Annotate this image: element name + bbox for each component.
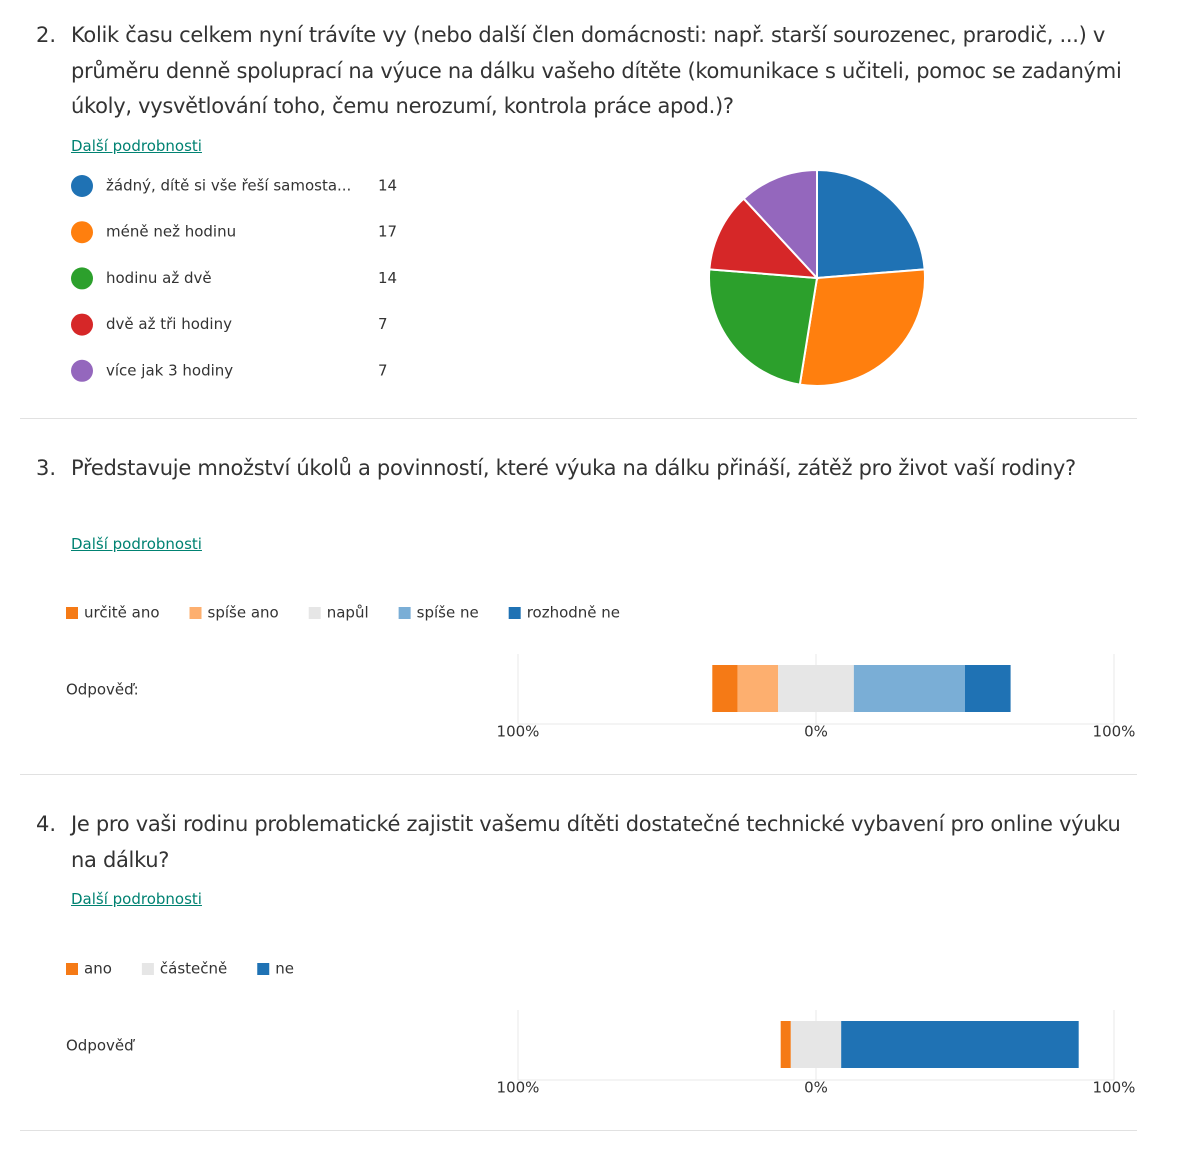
- question-title: Kolik času celkem nyní trávíte vy (nebo …: [71, 23, 1122, 118]
- legend-value: 17: [378, 223, 397, 241]
- bar-segment: [737, 665, 779, 712]
- x-tick-label: 100%: [1093, 723, 1136, 741]
- question-title: Je pro vaši rodinu problematické zajisti…: [71, 812, 1121, 872]
- question-title: Představuje množství úkolů a povinností,…: [71, 456, 1076, 480]
- legend-label: méně než hodinu: [106, 223, 236, 241]
- bar-segment: [841, 1021, 1079, 1068]
- legend-swatch: [189, 607, 202, 619]
- legend-marker: [71, 175, 93, 197]
- x-tick-label: 0%: [804, 723, 828, 741]
- separator: [20, 1130, 1137, 1131]
- legend-marker: [71, 313, 93, 336]
- bar-segment: [965, 665, 1011, 712]
- legend-marker: [71, 221, 93, 244]
- legend-label: napůl: [327, 604, 369, 622]
- pie-slice: [708, 268, 819, 386]
- legend-label: hodinu až dvě: [106, 269, 212, 287]
- separator: [20, 418, 1137, 419]
- legend-value: 14: [378, 177, 397, 195]
- question-number: 3.: [36, 456, 57, 480]
- x-tick-label: 100%: [497, 723, 540, 741]
- bar-segment: [712, 665, 738, 712]
- legend-value: 14: [378, 269, 397, 287]
- legend-label: více jak 3 hodiny: [106, 361, 233, 379]
- legend-value: 7: [378, 315, 388, 333]
- question-number: 2.: [36, 23, 57, 47]
- bar-segment: [780, 1021, 791, 1068]
- legend-swatch: [508, 607, 521, 619]
- legend-swatch: [398, 607, 411, 619]
- x-tick-label: 100%: [497, 1079, 540, 1097]
- legend-swatch: [66, 607, 78, 619]
- legend-value: 7: [378, 361, 388, 379]
- legend-swatch: [257, 963, 270, 975]
- legend-swatch: [308, 607, 321, 619]
- legend-marker: [71, 359, 93, 382]
- legend-label: částečně: [160, 960, 227, 978]
- legend-label: spíše ne: [417, 604, 479, 622]
- pie-slice: [798, 268, 926, 387]
- question-number: 4.: [36, 812, 57, 836]
- pie-slice: [816, 168, 926, 280]
- legend-swatch: [141, 963, 154, 975]
- legend-label: ano: [84, 960, 112, 978]
- bar-segment: [853, 665, 965, 712]
- legend-label: žádný, dítě si vše řeší samosta...: [106, 177, 351, 195]
- pie-slice: [708, 197, 820, 280]
- separator: [20, 774, 1137, 775]
- details-link[interactable]: Další podrobnosti: [71, 890, 202, 908]
- x-tick-label: 100%: [1093, 1079, 1136, 1097]
- details-link[interactable]: Další podrobnosti: [71, 535, 202, 553]
- bar-segment: [790, 1021, 842, 1068]
- legend-swatch: [66, 963, 78, 975]
- details-link[interactable]: Další podrobnosti: [71, 137, 202, 155]
- legend-label: dvě až tři hodiny: [106, 315, 232, 333]
- x-tick-label: 0%: [804, 1079, 828, 1097]
- legend-label: spíše ano: [208, 604, 279, 622]
- bar-segment: [778, 665, 854, 712]
- legend-label: určitě ano: [84, 604, 160, 622]
- legend-marker: [71, 267, 93, 290]
- legend-label: ne: [275, 960, 294, 978]
- legend-label: rozhodně ne: [527, 604, 620, 622]
- category-label: Odpověď: [66, 1037, 135, 1055]
- category-label: Odpověď:: [66, 681, 139, 699]
- pie-slice: [742, 168, 818, 281]
